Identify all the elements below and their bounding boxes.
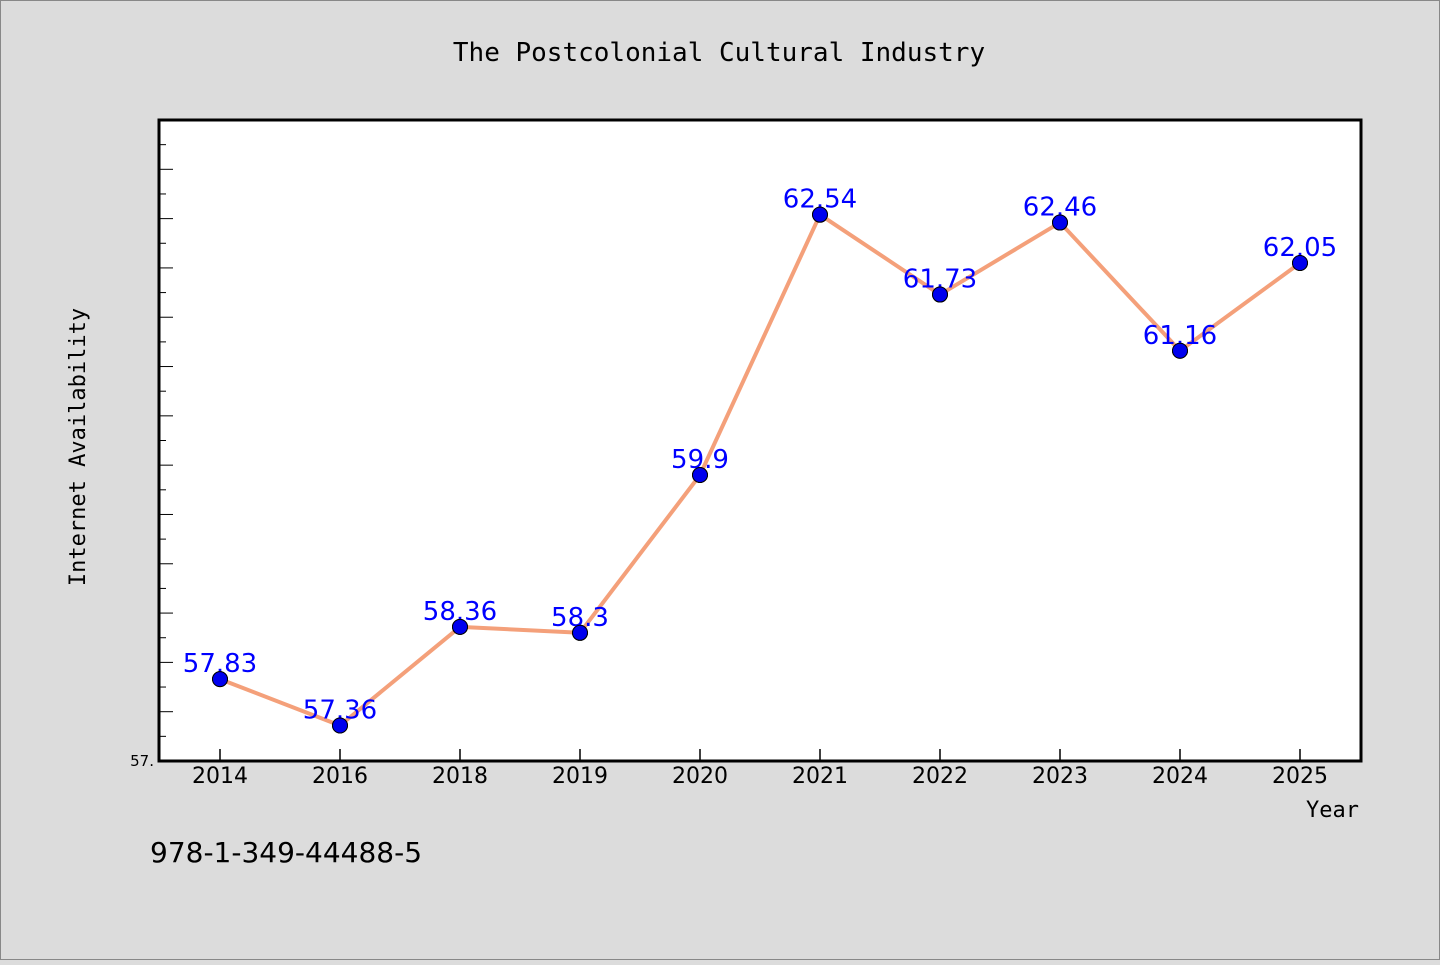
x-tick-label: 2022 <box>912 764 968 789</box>
x-tick-label: 2025 <box>1272 764 1328 789</box>
x-tick-label: 2019 <box>552 764 608 789</box>
plot-area <box>157 118 1363 763</box>
y-tick-label: 57. <box>130 752 154 770</box>
data-point-overlay <box>1292 254 1308 271</box>
x-tick-label: 2020 <box>672 764 728 789</box>
data-point-overlay <box>1172 342 1188 359</box>
series-line <box>219 212 1302 728</box>
data-point-overlay <box>692 467 708 484</box>
isbn-footnote: 978-1-349-44488-5 <box>150 836 422 869</box>
data-point-overlay <box>1052 214 1068 231</box>
x-tick-label: 2024 <box>1152 764 1208 789</box>
y-axis-ticks <box>159 144 173 737</box>
x-tick-label: 2016 <box>312 764 368 789</box>
x-tick-label: 2018 <box>432 764 488 789</box>
x-axis-label: Year <box>1306 798 1359 823</box>
data-point-overlay <box>812 206 828 223</box>
series-line-group <box>219 212 1302 728</box>
data-point-overlay <box>212 671 228 688</box>
data-point-overlay <box>572 624 588 641</box>
x-tick-label: 2014 <box>192 764 248 789</box>
y-axis-label: Internet Availability <box>66 308 91 586</box>
chart-title: The Postcolonial Cultural Industry <box>453 38 985 68</box>
x-tick-label: 2023 <box>1032 764 1088 789</box>
data-point-overlay <box>452 618 468 635</box>
x-tick-label: 2021 <box>792 764 848 789</box>
x-axis-ticks: 2014 2016 2018 2019 2020 2021 2022 2023 2024 2025 <box>192 749 1328 789</box>
data-point-overlay <box>332 717 348 734</box>
data-point-overlay <box>932 286 948 303</box>
